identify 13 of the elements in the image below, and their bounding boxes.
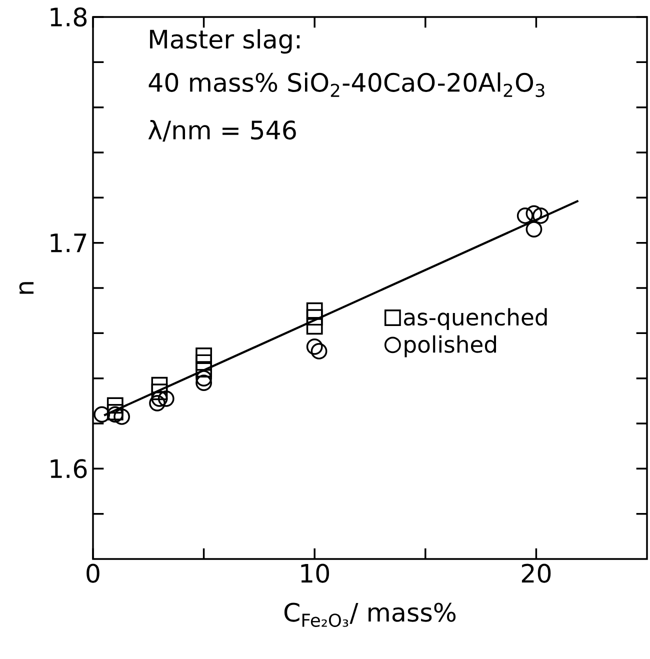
y-tick-label: 1.8 — [50, 7, 87, 27]
x-tick-label: 20 — [522, 564, 551, 583]
annotation: 40 mass% SiO$_{2}$-40CaO-20Al$_{2}$O$_{3}$ — [148, 72, 544, 98]
y-tick-label: 1.7 — [50, 234, 86, 252]
y-axis-title: n — [19, 282, 34, 294]
legend-label: polished — [404, 335, 496, 358]
x-tick-label: 10 — [301, 564, 330, 583]
legend-label: as-quenched — [404, 308, 547, 330]
y-tick-label: 1.6 — [50, 459, 87, 478]
annotation: Master slag: — [150, 29, 300, 54]
annotation: λ/nm = 546 — [148, 120, 296, 142]
x-axis-title: C$_{Fe₂O₃}$/ mass% — [284, 602, 456, 627]
x-tick-label: 0 — [86, 564, 100, 583]
